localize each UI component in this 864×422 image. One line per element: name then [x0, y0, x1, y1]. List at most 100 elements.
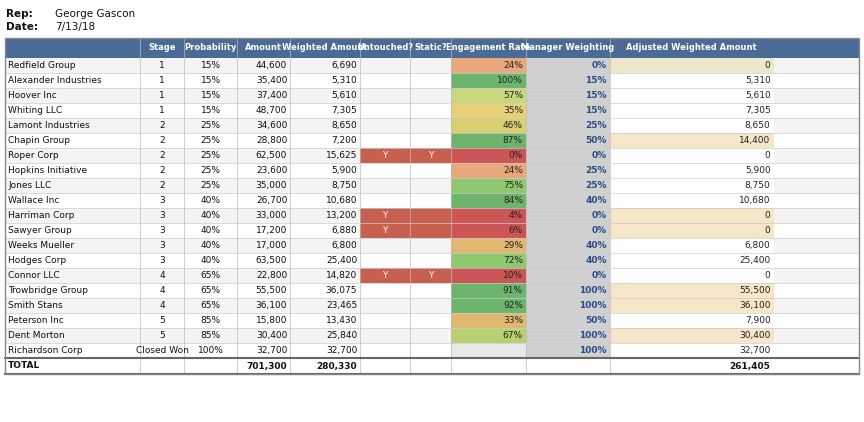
- Text: 100%: 100%: [579, 346, 607, 355]
- Text: 10%: 10%: [503, 271, 523, 280]
- Text: Static?: Static?: [414, 43, 447, 52]
- Text: 15,800: 15,800: [256, 316, 287, 325]
- Text: Probability: Probability: [185, 43, 237, 52]
- Text: 33%: 33%: [503, 316, 523, 325]
- Text: Redfield Group: Redfield Group: [8, 61, 75, 70]
- Text: George Gascon: George Gascon: [55, 9, 135, 19]
- Bar: [451, 133, 526, 148]
- Bar: [5, 148, 859, 163]
- Bar: [610, 298, 773, 313]
- Text: 7,305: 7,305: [745, 106, 771, 115]
- Text: 5: 5: [159, 316, 165, 325]
- Text: 35,400: 35,400: [256, 76, 287, 85]
- Text: 5,310: 5,310: [332, 76, 358, 85]
- Text: 100%: 100%: [579, 331, 607, 340]
- Text: 13,200: 13,200: [326, 211, 358, 220]
- Text: 25%: 25%: [585, 181, 607, 190]
- Text: 1: 1: [159, 106, 165, 115]
- Text: TOTAL: TOTAL: [8, 362, 41, 371]
- Bar: [5, 103, 859, 118]
- Text: 0: 0: [765, 226, 771, 235]
- Bar: [526, 343, 610, 358]
- Bar: [526, 133, 610, 148]
- Bar: [5, 283, 859, 298]
- Text: 10,680: 10,680: [739, 196, 771, 205]
- Text: 701,300: 701,300: [246, 362, 287, 371]
- Text: 24%: 24%: [503, 61, 523, 70]
- Text: 55,500: 55,500: [256, 286, 287, 295]
- Bar: [360, 208, 451, 223]
- Bar: [451, 58, 526, 73]
- Text: 40%: 40%: [200, 226, 221, 235]
- Text: 15%: 15%: [200, 61, 221, 70]
- Text: Closed Won: Closed Won: [136, 346, 188, 355]
- Text: 14,820: 14,820: [326, 271, 358, 280]
- Text: 0: 0: [765, 271, 771, 280]
- Text: 40%: 40%: [200, 256, 221, 265]
- Text: 13,430: 13,430: [326, 316, 358, 325]
- Text: Y: Y: [428, 151, 433, 160]
- Bar: [5, 193, 859, 208]
- Text: 0: 0: [765, 151, 771, 160]
- Bar: [451, 88, 526, 103]
- Text: 75%: 75%: [503, 181, 523, 190]
- Text: 0%: 0%: [592, 61, 607, 70]
- Text: Peterson Inc: Peterson Inc: [8, 316, 64, 325]
- Text: 25,400: 25,400: [326, 256, 358, 265]
- Bar: [451, 283, 526, 298]
- Text: 25,400: 25,400: [740, 256, 771, 265]
- Text: Y: Y: [383, 271, 388, 280]
- Text: 3: 3: [159, 241, 165, 250]
- Text: 63,500: 63,500: [256, 256, 287, 265]
- Bar: [610, 163, 773, 178]
- Bar: [451, 268, 526, 283]
- Text: 84%: 84%: [503, 196, 523, 205]
- Text: Richardson Corp: Richardson Corp: [8, 346, 82, 355]
- Text: 15%: 15%: [585, 91, 607, 100]
- Bar: [451, 253, 526, 268]
- Text: 8,750: 8,750: [332, 181, 358, 190]
- Bar: [451, 343, 526, 358]
- Text: 280,330: 280,330: [316, 362, 358, 371]
- Text: 6,800: 6,800: [745, 241, 771, 250]
- Text: 15%: 15%: [200, 76, 221, 85]
- Text: Hopkins Initiative: Hopkins Initiative: [8, 166, 87, 175]
- Text: 0%: 0%: [592, 226, 607, 235]
- Text: Whiting LLC: Whiting LLC: [8, 106, 62, 115]
- Text: 8,650: 8,650: [745, 121, 771, 130]
- Text: 2: 2: [159, 136, 165, 145]
- Text: Y: Y: [383, 151, 388, 160]
- Text: 36,100: 36,100: [256, 301, 287, 310]
- Text: 6,800: 6,800: [332, 241, 358, 250]
- Text: 50%: 50%: [585, 136, 607, 145]
- Text: Untouched?: Untouched?: [357, 43, 413, 52]
- Text: 17,200: 17,200: [256, 226, 287, 235]
- Text: Chapin Group: Chapin Group: [8, 136, 70, 145]
- Bar: [610, 253, 773, 268]
- Text: 1: 1: [159, 76, 165, 85]
- Text: Roper Corp: Roper Corp: [8, 151, 59, 160]
- Bar: [610, 283, 773, 298]
- Text: 2: 2: [159, 166, 165, 175]
- Bar: [526, 253, 610, 268]
- Text: 32,700: 32,700: [326, 346, 358, 355]
- Text: 2: 2: [159, 181, 165, 190]
- Text: Y: Y: [383, 211, 388, 220]
- Text: 65%: 65%: [200, 271, 221, 280]
- Text: 50%: 50%: [585, 316, 607, 325]
- Text: 35%: 35%: [503, 106, 523, 115]
- Text: Adjusted Weighted Amount: Adjusted Weighted Amount: [626, 43, 757, 52]
- Text: 8,650: 8,650: [332, 121, 358, 130]
- Bar: [610, 103, 773, 118]
- Bar: [451, 313, 526, 328]
- Text: 7/13/18: 7/13/18: [55, 22, 95, 32]
- Text: 26,700: 26,700: [256, 196, 287, 205]
- Bar: [610, 58, 773, 73]
- Text: 5,610: 5,610: [332, 91, 358, 100]
- Text: 57%: 57%: [503, 91, 523, 100]
- Bar: [360, 268, 451, 283]
- Text: Harriman Corp: Harriman Corp: [8, 211, 74, 220]
- Text: Manager Weighting: Manager Weighting: [521, 43, 614, 52]
- Bar: [5, 58, 859, 73]
- Bar: [610, 118, 773, 133]
